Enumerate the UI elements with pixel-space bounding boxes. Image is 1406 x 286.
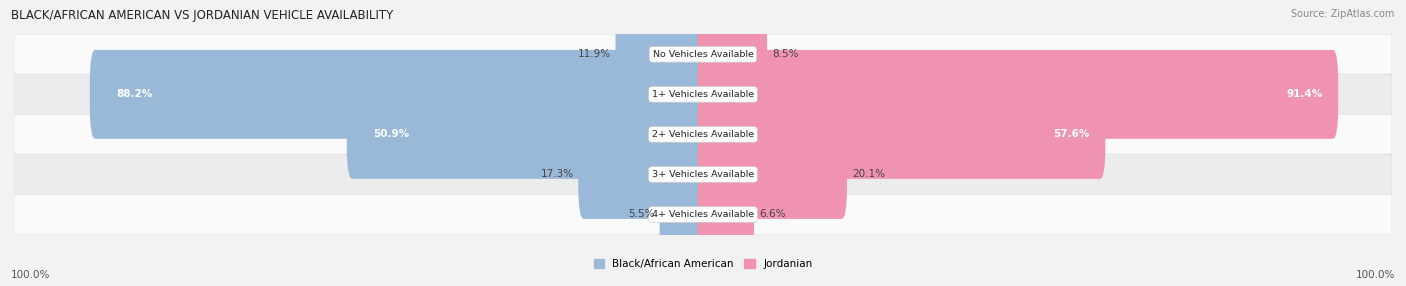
Text: 50.9%: 50.9% — [373, 130, 409, 139]
FancyBboxPatch shape — [578, 130, 709, 219]
FancyBboxPatch shape — [697, 130, 846, 219]
Text: 2+ Vehicles Available: 2+ Vehicles Available — [652, 130, 754, 139]
Text: 4+ Vehicles Available: 4+ Vehicles Available — [652, 210, 754, 219]
Text: 3+ Vehicles Available: 3+ Vehicles Available — [652, 170, 754, 179]
Text: 17.3%: 17.3% — [540, 170, 574, 179]
Text: 8.5%: 8.5% — [772, 49, 799, 59]
Text: 91.4%: 91.4% — [1286, 90, 1323, 99]
Text: Source: ZipAtlas.com: Source: ZipAtlas.com — [1291, 9, 1395, 19]
Text: 88.2%: 88.2% — [117, 90, 152, 99]
Text: 100.0%: 100.0% — [1355, 270, 1395, 280]
Text: 1+ Vehicles Available: 1+ Vehicles Available — [652, 90, 754, 99]
Text: BLACK/AFRICAN AMERICAN VS JORDANIAN VEHICLE AVAILABILITY: BLACK/AFRICAN AMERICAN VS JORDANIAN VEHI… — [11, 9, 394, 21]
FancyBboxPatch shape — [616, 10, 709, 99]
Text: 57.6%: 57.6% — [1053, 130, 1090, 139]
Text: 20.1%: 20.1% — [852, 170, 884, 179]
FancyBboxPatch shape — [697, 90, 1105, 179]
FancyBboxPatch shape — [697, 50, 1339, 139]
Text: 5.5%: 5.5% — [628, 210, 655, 219]
FancyBboxPatch shape — [347, 90, 709, 179]
FancyBboxPatch shape — [697, 170, 754, 259]
Text: 11.9%: 11.9% — [578, 49, 610, 59]
Text: 100.0%: 100.0% — [11, 270, 51, 280]
FancyBboxPatch shape — [14, 194, 1392, 235]
FancyBboxPatch shape — [14, 34, 1392, 75]
Text: No Vehicles Available: No Vehicles Available — [652, 50, 754, 59]
Text: 6.6%: 6.6% — [759, 210, 786, 219]
FancyBboxPatch shape — [14, 154, 1392, 195]
Legend: Black/African American, Jordanian: Black/African American, Jordanian — [589, 255, 817, 273]
FancyBboxPatch shape — [14, 114, 1392, 155]
FancyBboxPatch shape — [697, 10, 768, 99]
FancyBboxPatch shape — [659, 170, 709, 259]
FancyBboxPatch shape — [90, 50, 709, 139]
FancyBboxPatch shape — [14, 74, 1392, 115]
